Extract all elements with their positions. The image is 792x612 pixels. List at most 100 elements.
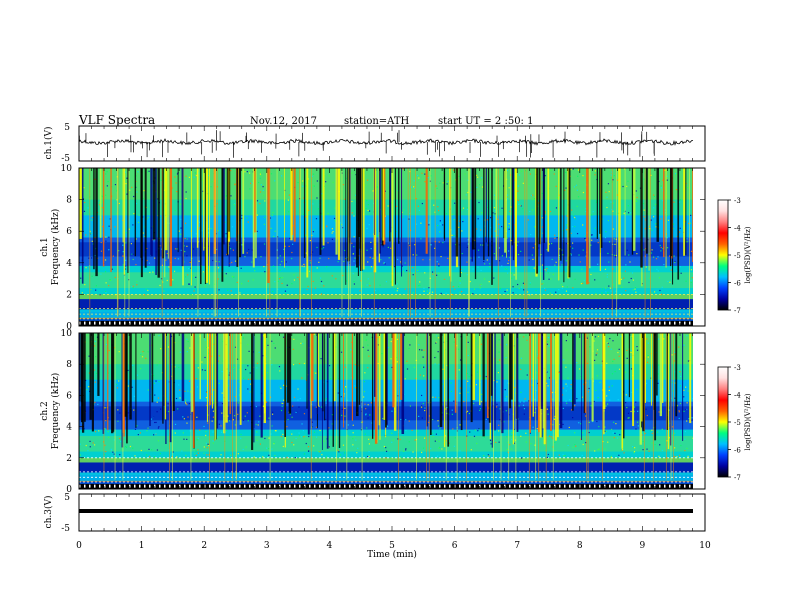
spectrogram-speck: [201, 361, 203, 363]
spectrogram-speck: [281, 405, 283, 407]
sferic-stripe: [611, 168, 613, 317]
spectrogram-speck: [251, 261, 253, 263]
spectrogram-speck: [513, 442, 516, 444]
sferic-stripe: [632, 333, 635, 427]
date-label: Nov.12, 2017: [250, 116, 317, 127]
spectrogram-speck: [559, 258, 561, 260]
sferic-stripe: [645, 168, 648, 254]
sferic-stripe: [586, 168, 589, 285]
spectrogram-speck: [125, 265, 127, 267]
spectrogram-speck: [353, 435, 355, 438]
spectrogram-speck: [234, 260, 237, 262]
spectrogram-speck: [685, 386, 687, 388]
spectrogram-speck: [93, 444, 96, 446]
spectrogram-speck: [278, 278, 281, 280]
spectrogram-speck: [576, 189, 578, 191]
spectrogram-speck: [259, 191, 262, 193]
spectrogram-speck: [649, 455, 651, 457]
spectrogram-speck: [510, 438, 513, 441]
spectrogram-speck: [154, 421, 156, 424]
spectrogram-bottom-mark: [664, 484, 666, 488]
spectrogram-speck: [686, 447, 688, 449]
spectrogram-speck: [192, 275, 195, 277]
spectrogram-speck: [298, 406, 300, 408]
spectrogram-speck: [352, 432, 354, 434]
spectrogram-speck: [627, 180, 629, 182]
spectrogram-speck: [186, 255, 188, 257]
spectrogram-speck: [408, 218, 410, 220]
spectrogram-speck: [117, 409, 119, 411]
spectrogram-speck: [445, 292, 447, 294]
spectrogram-speck: [452, 286, 454, 288]
spectrogram-speck: [444, 435, 447, 437]
spectrogram-speck: [125, 183, 127, 185]
ch1-waveform-ticks: [78, 126, 706, 161]
spectrogram-speck: [234, 396, 236, 398]
spectrogram-bottom-mark: [599, 484, 601, 488]
spectrogram-speck: [617, 351, 619, 354]
spectrogram-speck: [326, 456, 328, 458]
spectrogram-speck: [318, 405, 320, 407]
spectrogram-speck: [531, 384, 533, 386]
ch1-waveform-ylabel: ch.1(V): [43, 127, 54, 160]
spectrogram-speck: [561, 394, 564, 396]
spectrogram-speck: [246, 171, 248, 173]
spectrogram-speck: [365, 339, 367, 341]
spectrogram-speck: [317, 208, 319, 210]
sferic-stripe: [665, 168, 667, 268]
spectrogram-speck: [423, 375, 425, 377]
sferic-stripe: [563, 168, 565, 283]
spectrogram-speck: [459, 450, 461, 452]
spectrogram-speck: [420, 222, 422, 224]
spectrogram-speck: [354, 364, 356, 366]
sferic-stripe: [236, 168, 239, 267]
spectrogram-speck: [259, 171, 261, 173]
spectrogram-speck: [395, 356, 398, 359]
spectrogram-speck: [455, 403, 457, 405]
spectrogram-speck: [596, 352, 598, 354]
spectrogram-speck: [285, 261, 287, 263]
spectrogram-speck: [422, 402, 425, 405]
spectrogram-speck: [195, 450, 197, 452]
spectrogram-bottom-mark: [494, 321, 496, 325]
spectrogram-speck: [522, 404, 525, 406]
spectrogram-speck: [570, 383, 572, 386]
spectrogram-speck: [88, 355, 90, 357]
spectrogram-speck: [466, 246, 469, 248]
spectrogram-bottom-mark: [224, 484, 226, 488]
spectrogram-speck: [468, 376, 470, 378]
spectrogram-speck: [402, 270, 404, 272]
sferic-stripe: [552, 333, 554, 480]
spectrogram-speck: [565, 383, 567, 385]
spectrogram-speck: [300, 436, 302, 438]
sferic-stripe: [455, 168, 459, 257]
spectrogram-speck: [594, 336, 597, 338]
spectrogram-speck: [217, 230, 219, 232]
spectrogram-speck: [635, 190, 637, 192]
spectrogram-speck: [458, 369, 460, 371]
spectrogram-speck: [629, 212, 632, 214]
sferic-stripe: [213, 168, 217, 254]
spectrogram-speck: [147, 351, 149, 353]
spectrogram-speck: [206, 454, 208, 456]
sferic-stripe: [445, 333, 447, 480]
spectrogram-speck: [566, 243, 568, 245]
ch1-colorbar-label: log(PSD)(V²/Hz): [744, 226, 752, 283]
spectrogram-speck: [466, 274, 468, 276]
spectrogram-speck: [476, 186, 478, 188]
sferic-stripe: [470, 333, 473, 423]
sferic-stripe: [504, 168, 507, 253]
spectrogram-speck: [95, 356, 97, 358]
spectrogram-speck: [494, 230, 496, 232]
spectrogram-speck: [368, 443, 371, 445]
spectrogram-speck: [104, 407, 106, 409]
sferic-stripe: [124, 168, 126, 317]
sferic-stripe: [535, 333, 537, 480]
spectrogram-speck: [588, 421, 590, 424]
spectrogram-speck: [366, 455, 369, 458]
spectrogram-speck: [679, 371, 681, 373]
spectrogram-bottom-mark: [159, 321, 161, 325]
sferic-stripe: [661, 333, 664, 403]
spectrogram-speck: [417, 269, 419, 271]
spectrogram-speck: [372, 190, 374, 192]
